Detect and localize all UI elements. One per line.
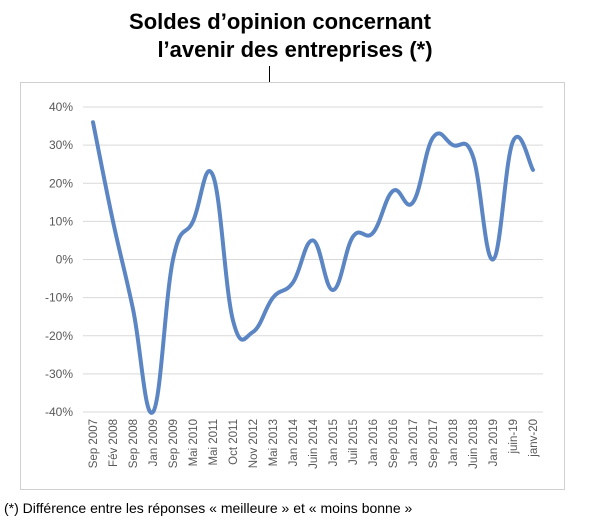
data-point	[231, 319, 235, 323]
x-tick-label: Jan 2016	[368, 419, 380, 466]
data-point	[431, 136, 435, 140]
data-point	[171, 258, 175, 262]
data-point	[311, 238, 315, 242]
data-point	[91, 120, 95, 124]
x-tick-label: Sep 2007	[88, 419, 100, 468]
x-tick-label: Jan 2009	[148, 419, 160, 466]
data-point	[331, 288, 335, 292]
series-line	[91, 120, 535, 415]
y-tick-label: 20%	[49, 176, 73, 190]
x-tick-label: janv-20	[528, 419, 540, 458]
x-tick-label: Sep 2017	[428, 419, 440, 468]
data-point	[491, 258, 495, 262]
y-tick-label: 40%	[49, 100, 73, 114]
x-tick-label: Jan 2017	[408, 419, 420, 466]
x-tick-label: Juin 2018	[468, 419, 480, 469]
data-point	[451, 143, 455, 147]
y-tick-label: 30%	[49, 138, 73, 152]
y-tick-label: 0%	[56, 253, 74, 267]
data-point	[411, 200, 415, 204]
data-point	[131, 307, 135, 311]
data-point	[191, 219, 195, 223]
data-point	[371, 231, 375, 235]
x-tick-label: Sep 2008	[128, 419, 140, 468]
x-tick-label: Jan 2019	[488, 419, 500, 466]
x-tick-label: Juil 2015	[348, 419, 360, 465]
data-point	[211, 174, 215, 178]
chart-area: 40% 30% 20% 10% 0% -10% -20% -30% -40% Sep 2007 Fé…	[20, 82, 565, 490]
chart-title: Soldes d’opinion concernant l’avenir des…	[0, 8, 560, 64]
data-point	[271, 296, 275, 300]
title-line-1: Soldes d’opinion concernant	[129, 9, 431, 34]
data-point	[511, 139, 515, 143]
x-tick-label: juin-19	[508, 419, 520, 455]
data-point	[251, 330, 255, 334]
x-tick-label: Sep 2009	[168, 419, 180, 468]
title-line-2: l’avenir des entreprises (*)	[157, 37, 433, 62]
y-tick-label: -40%	[45, 405, 73, 419]
data-point	[291, 280, 295, 284]
title-divider	[269, 66, 270, 82]
x-tick-label: Fév 2008	[108, 419, 120, 467]
line-chart: 40% 30% 20% 10% 0% -10% -20% -30% -40% Sep 2007 Fé…	[45, 100, 543, 469]
x-tick-label: Mai 2011	[208, 419, 220, 465]
y-tick-label: -20%	[45, 329, 73, 343]
footnote: (*) Différence entre les réponses « meil…	[4, 500, 413, 516]
x-tick-label: Jan 2014	[288, 418, 300, 466]
x-tick-label: Jan 2018	[448, 419, 460, 466]
data-point	[351, 235, 355, 239]
data-point	[531, 168, 535, 172]
data-point	[471, 155, 475, 159]
x-tick-label: Mai 2013	[268, 419, 280, 466]
x-tick-label: Sep 2016	[388, 419, 400, 468]
data-point	[391, 189, 395, 193]
x-tick-label: Jan 2015	[328, 419, 340, 466]
y-tick-label: 10%	[49, 214, 73, 228]
x-tick-label: Nov 2012	[248, 419, 260, 468]
data-point	[111, 219, 115, 223]
x-tick-label: Juin 2014	[308, 418, 320, 468]
x-tick-label: Mai 2010	[188, 419, 200, 466]
y-tick-label: -30%	[45, 367, 73, 381]
y-tick-label: -10%	[45, 291, 73, 305]
x-tick-label: Oct 2011	[228, 419, 240, 465]
data-point	[151, 410, 155, 414]
